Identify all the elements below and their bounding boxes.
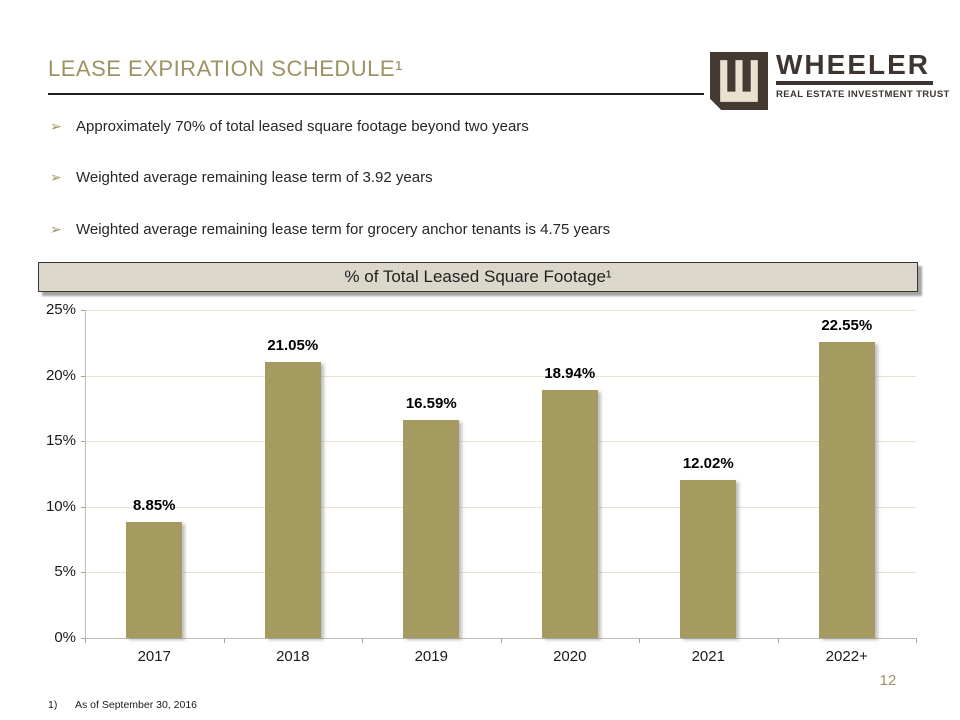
chart-title-bar: % of Total Leased Square Footage¹: [38, 262, 918, 292]
y-axis-line: [85, 310, 86, 638]
bar-2019: [403, 420, 460, 638]
y-axis-tick: [81, 375, 85, 377]
gridline: [85, 375, 916, 377]
page-number: 12: [879, 672, 897, 689]
bullet-item: ➢ Approximately 70% of total leased squa…: [50, 115, 870, 137]
page-title: LEASE EXPIRATION SCHEDULE¹: [48, 56, 403, 81]
x-axis-tick: [500, 638, 502, 643]
y-axis-tick-label: 0%: [54, 629, 76, 646]
bar-value-label: 12.02%: [682, 455, 734, 473]
bar-value-label: 21.05%: [267, 336, 319, 354]
x-axis-tick: [362, 638, 363, 643]
y-axis-tick: [81, 506, 85, 508]
x-axis-tick: [916, 638, 917, 643]
bullet-item: ➢ Weighted average remaining lease term …: [50, 218, 870, 240]
y-axis-tick-label: 5%: [54, 563, 76, 581]
y-axis-tick: [81, 310, 85, 311]
x-axis-label: 2021: [691, 648, 725, 665]
y-axis-tick-label: 20%: [45, 366, 76, 384]
y-axis-tick-label: 15%: [45, 432, 76, 450]
bullet-text: Weighted average remaining lease term of…: [76, 168, 433, 186]
x-axis-label: 2022+: [825, 648, 868, 665]
bar-2018: [264, 361, 321, 638]
bar-value-label: 16.59%: [405, 395, 457, 413]
x-axis-tick: [777, 638, 779, 643]
gridline: [85, 310, 916, 311]
x-axis-tick: [223, 638, 225, 643]
y-axis-tick: [81, 572, 85, 574]
y-axis-tick: [81, 638, 85, 639]
bullet-text: Weighted average remaining lease term fo…: [76, 220, 611, 238]
bar-value-label: 8.85%: [132, 496, 176, 514]
x-axis-label: 2017: [137, 648, 171, 665]
gridline: [85, 441, 916, 443]
bar-2022+: [818, 342, 875, 638]
logo-tagline: REAL ESTATE INVESTMENT TRUST: [776, 89, 950, 100]
title-underline: [48, 93, 704, 95]
x-axis-label: 2019: [414, 648, 448, 665]
bar-value-label: 22.55%: [821, 317, 873, 335]
logo-text-block: WHEELER REAL ESTATE INVESTMENT TRUST: [776, 49, 950, 100]
bullet-text: Approximately 70% of total leased square…: [76, 117, 529, 135]
logo-brand-name: WHEELER: [776, 49, 930, 80]
gridline: [85, 506, 916, 508]
arrow-bullet-icon: ➢: [50, 168, 62, 185]
logo-divider: [776, 81, 933, 85]
bar-2017: [126, 521, 183, 638]
y-axis-tick-label: 25%: [45, 301, 76, 318]
bar-2020: [541, 389, 598, 638]
footnote: 1) As of September 30, 2016: [48, 699, 197, 711]
x-axis-label: 2018: [276, 648, 310, 665]
bar-value-label: 18.94%: [544, 364, 596, 382]
x-axis-tick: [85, 638, 86, 643]
wheeler-logo: WHEELER REAL ESTATE INVESTMENT TRUST: [710, 49, 950, 112]
y-axis-tick: [81, 441, 85, 443]
wheeler-w-monogram-icon: [710, 52, 768, 110]
bullet-item: ➢ Weighted average remaining lease term …: [50, 166, 870, 188]
bar-2021: [680, 480, 737, 638]
x-axis-tick: [639, 638, 640, 643]
gridline: [85, 572, 916, 574]
arrow-bullet-icon: ➢: [50, 220, 62, 237]
arrow-bullet-icon: ➢: [50, 117, 62, 134]
x-axis-label: 2020: [553, 648, 587, 665]
footnote-marker: 1): [48, 699, 58, 711]
chart-title: % of Total Leased Square Footage¹: [344, 267, 612, 286]
y-axis-tick-label: 10%: [45, 497, 76, 515]
footnote-text: As of September 30, 2016: [75, 699, 197, 711]
